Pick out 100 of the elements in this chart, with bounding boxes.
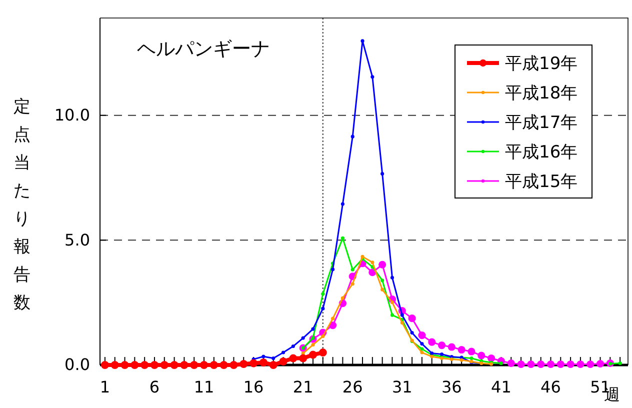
y-tick-label: 0.0 (64, 355, 90, 374)
point (331, 316, 335, 320)
point (160, 361, 168, 369)
legend-label: 平成18年 (505, 84, 578, 104)
point (390, 313, 394, 317)
x-tick-label: 31 (392, 377, 412, 396)
x-tick-label: 11 (194, 377, 214, 396)
point (100, 361, 109, 369)
point (180, 361, 188, 369)
point (350, 282, 354, 286)
point (301, 336, 305, 340)
point (370, 260, 374, 264)
point (370, 75, 374, 79)
point (350, 134, 354, 138)
point (272, 356, 276, 360)
point (556, 360, 564, 368)
point (478, 352, 486, 360)
legend-label: 平成19年 (505, 54, 578, 74)
point (120, 361, 129, 369)
x-tick-label: 21 (292, 377, 314, 396)
point (318, 348, 327, 356)
point (190, 361, 198, 369)
point (311, 343, 315, 347)
point (321, 334, 325, 338)
point (420, 342, 424, 346)
point (321, 292, 325, 296)
y-tick-label: 5.0 (64, 230, 90, 250)
y-axis-title: 定点当たり報告数 (14, 97, 30, 313)
x-tick-label: 16 (243, 377, 264, 396)
legend-label: 平成16年 (505, 142, 578, 162)
point (289, 354, 298, 362)
point (210, 361, 218, 369)
point (537, 360, 545, 368)
x-tick-label: 41 (491, 377, 512, 396)
point (410, 331, 414, 335)
text: ヘルパンギーナ (137, 38, 270, 60)
point (321, 306, 325, 310)
x-tick-label: 1 (100, 377, 110, 396)
point (420, 350, 424, 354)
point (200, 361, 208, 369)
point (378, 260, 386, 268)
point (400, 321, 404, 325)
point (262, 354, 266, 358)
legend-label: 平成17年 (505, 113, 578, 133)
point (458, 346, 466, 354)
point (340, 296, 344, 300)
point (380, 172, 384, 176)
point (259, 358, 268, 366)
point (596, 360, 604, 368)
point (230, 361, 238, 369)
point (240, 360, 248, 368)
point (311, 327, 315, 331)
x-tick-label: 36 (441, 377, 462, 396)
point (566, 360, 574, 368)
point (170, 361, 178, 369)
point (586, 360, 594, 368)
point (460, 358, 464, 362)
point (438, 342, 446, 350)
point (546, 360, 555, 368)
point (308, 350, 317, 359)
point (340, 236, 344, 240)
point (331, 268, 335, 272)
point (468, 348, 476, 356)
y-tick-label: 10.0 (54, 105, 90, 124)
point (507, 359, 515, 368)
point (360, 39, 364, 43)
point (408, 314, 416, 322)
point (380, 288, 384, 292)
point (150, 361, 158, 369)
point (140, 361, 149, 369)
legend-label: 平成15年 (505, 172, 578, 192)
point (390, 276, 394, 280)
point (517, 360, 525, 368)
point (527, 360, 535, 368)
point (281, 350, 286, 354)
point (299, 354, 308, 362)
point (488, 354, 496, 362)
point (220, 361, 228, 369)
point (340, 202, 344, 206)
point (448, 343, 456, 351)
point (470, 356, 474, 360)
x-tick-label: 26 (342, 377, 363, 396)
point (380, 278, 384, 282)
point (130, 361, 139, 369)
x-tick-label: 6 (149, 377, 160, 396)
point (291, 344, 295, 348)
point (390, 300, 394, 304)
point (269, 361, 278, 369)
point (428, 338, 436, 346)
point (360, 254, 364, 258)
point (440, 352, 444, 356)
point (350, 268, 354, 272)
x-tick-label: 46 (540, 377, 561, 396)
point (400, 313, 404, 317)
point (418, 332, 426, 340)
point (279, 358, 288, 366)
point (110, 361, 119, 369)
point (576, 360, 584, 368)
point (420, 347, 424, 351)
point (250, 359, 258, 368)
